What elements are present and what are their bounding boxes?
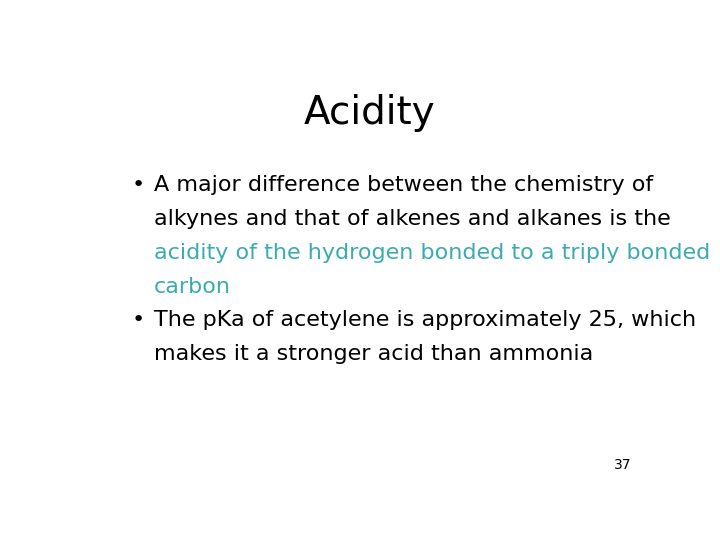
- Text: makes it a stronger acid than ammonia: makes it a stronger acid than ammonia: [154, 344, 593, 364]
- Text: The pKa of acetylene is approximately 25, which: The pKa of acetylene is approximately 25…: [154, 310, 696, 330]
- Text: carbon: carbon: [154, 277, 231, 298]
- Text: A major difference between the chemistry of: A major difference between the chemistry…: [154, 175, 654, 195]
- Text: •: •: [132, 175, 145, 195]
- Text: acidity of the hydrogen bonded to a triply bonded: acidity of the hydrogen bonded to a trip…: [154, 243, 711, 263]
- Text: 37: 37: [613, 458, 631, 472]
- Text: •: •: [132, 310, 145, 330]
- Text: alkynes and that of alkenes and alkanes is the: alkynes and that of alkenes and alkanes …: [154, 209, 671, 229]
- Text: Acidity: Acidity: [303, 94, 435, 132]
